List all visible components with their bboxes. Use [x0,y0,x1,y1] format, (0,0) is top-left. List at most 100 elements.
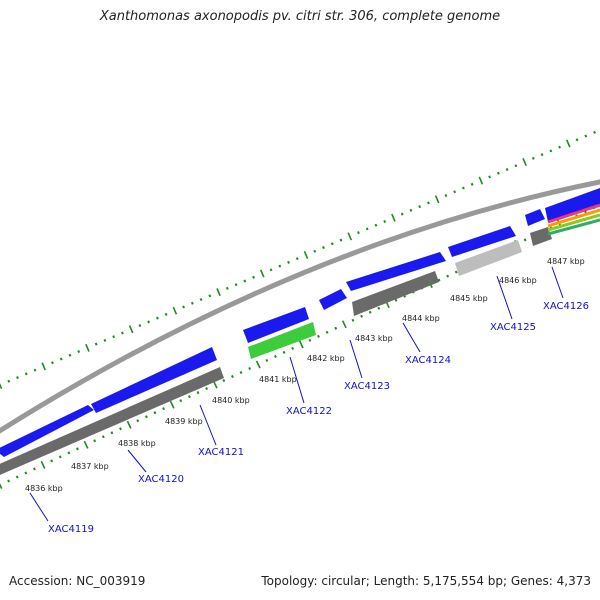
gene-reverse-xac4119[interactable] [0,367,224,477]
gene-forward-xac4125[interactable] [448,226,516,257]
inner-ring-tick [67,451,71,455]
inner-ring-tick [126,420,132,429]
gene-forward-xac4120[interactable] [91,347,217,413]
inner-ring-tick [110,431,114,435]
inner-ring-tick [394,298,398,302]
inner-ring-tick [33,467,36,471]
outer-tick-ring [0,130,596,389]
gene-pseudo-xac4125[interactable] [455,240,522,276]
outer-ring-tick [51,361,54,365]
outer-ring-tick [0,382,3,389]
feature-band-1[interactable] [547,203,600,224]
inner-ring-tick [334,326,338,330]
feature-band-4[interactable] [547,218,600,236]
outer-ring-tick [121,331,124,335]
gene-forward-xac4126a[interactable] [525,209,545,226]
leader-xac4120 [127,449,147,473]
outer-ring-tick [278,264,282,268]
gene-forward-xac4124[interactable] [346,252,446,291]
outer-ring-tick [182,305,185,309]
outer-ring-tick [216,288,221,297]
feature-band-3[interactable] [547,213,600,232]
gene-label-xac4122[interactable]: XAC4122 [286,406,332,417]
inner-ring-tick [377,306,381,310]
inner-ring-tick [153,411,157,415]
inner-ring-tick [169,400,175,409]
outer-ring-tick [400,212,404,216]
kbp-label-4846: 4846 kbp [499,276,537,285]
outer-ring-tick [418,205,422,209]
outer-ring-tick [225,286,229,290]
outer-ring-tick [478,176,484,185]
gene-track[interactable] [0,188,600,477]
inner-ring-tick [360,314,363,318]
outer-ring-tick [391,213,396,222]
leader-xac4123 [349,339,363,379]
inner-ring-tick [308,338,312,342]
kbp-label-4843: 4843 kbp [355,334,393,343]
inner-ring-tick [298,340,304,349]
outer-ring-tick [303,250,309,259]
gene-label-xac4124[interactable]: XAC4124 [405,355,451,366]
gene-label-xac4120[interactable]: XAC4120 [138,474,184,485]
outer-ring-tick [33,368,37,372]
inner-ring-tick [368,310,372,314]
kbp-label-4844: 4844 kbp [402,314,440,323]
outer-ring-tick [243,279,247,283]
gene-forward-xac4119[interactable] [0,405,94,457]
gene-label-xac4125[interactable]: XAC4125 [490,322,536,333]
inner-ring-tick [7,479,11,483]
feature-band-2[interactable] [547,208,600,228]
outer-ring-tick [190,301,194,305]
gene-label-xac4123[interactable]: XAC4123 [344,381,390,392]
gene-label-xac4121[interactable]: XAC4121 [198,447,244,458]
gene-reverse-xac4124[interactable] [352,271,439,316]
inner-ring-tick [24,471,28,475]
outer-ring-tick [496,171,500,175]
gene-forward-xac4122[interactable] [243,307,309,343]
inner-ring-tick [40,460,46,469]
outer-ring-tick [295,257,299,261]
gene-label-xac4119[interactable]: XAC4119 [48,524,94,535]
outer-ring-tick [374,223,378,227]
inner-ring-tick [255,360,261,369]
outer-ring-tick [138,324,142,328]
outer-ring-tick [287,260,290,264]
outer-ring-tick [427,201,430,205]
inner-ring-tick [248,366,252,371]
gene-rna-xac4122[interactable] [248,322,316,359]
gene-labels[interactable]: XAC4119 XAC4120 XAC4121 XAC4122 XAC4123 … [48,301,589,535]
outer-ring-tick [470,182,474,186]
gene-forward-xac4123[interactable] [319,289,347,310]
outer-ring-tick [164,312,168,316]
outer-ring-tick [24,372,28,376]
outer-ring-tick [94,342,98,346]
inner-ring-tick [239,371,243,375]
gene-reverse-xac4126[interactable] [530,227,552,246]
outer-ring-tick [330,242,334,246]
inner-ring-tick [119,427,122,431]
outer-ring-tick [584,134,588,138]
leader-xac4119 [29,492,49,522]
outer-ring-tick [409,208,413,212]
kbp-label-4838: 4838 kbp [118,439,156,448]
outer-ring-tick [522,158,527,167]
outer-ring-tick [199,298,203,302]
outer-ring-tick [16,376,19,380]
inner-ring-tick [101,435,105,439]
inner-ring-tick [144,415,148,419]
inner-ring-tick [454,270,458,274]
gene-forward-xac4126b[interactable] [545,188,600,222]
kbp-label-4839: 4839 kbp [165,417,203,426]
inner-ring-tick [179,399,183,403]
outer-ring-tick [461,186,465,190]
outer-ring-tick [252,275,255,279]
inner-ring-tick [341,320,347,329]
gene-label-xac4126[interactable]: XAC4126 [543,301,589,312]
inner-ring-tick [83,440,89,449]
backbone-track [0,179,600,434]
outer-ring-tick [593,130,596,134]
inner-ring-tick [222,379,226,383]
outer-ring-tick [103,338,107,342]
